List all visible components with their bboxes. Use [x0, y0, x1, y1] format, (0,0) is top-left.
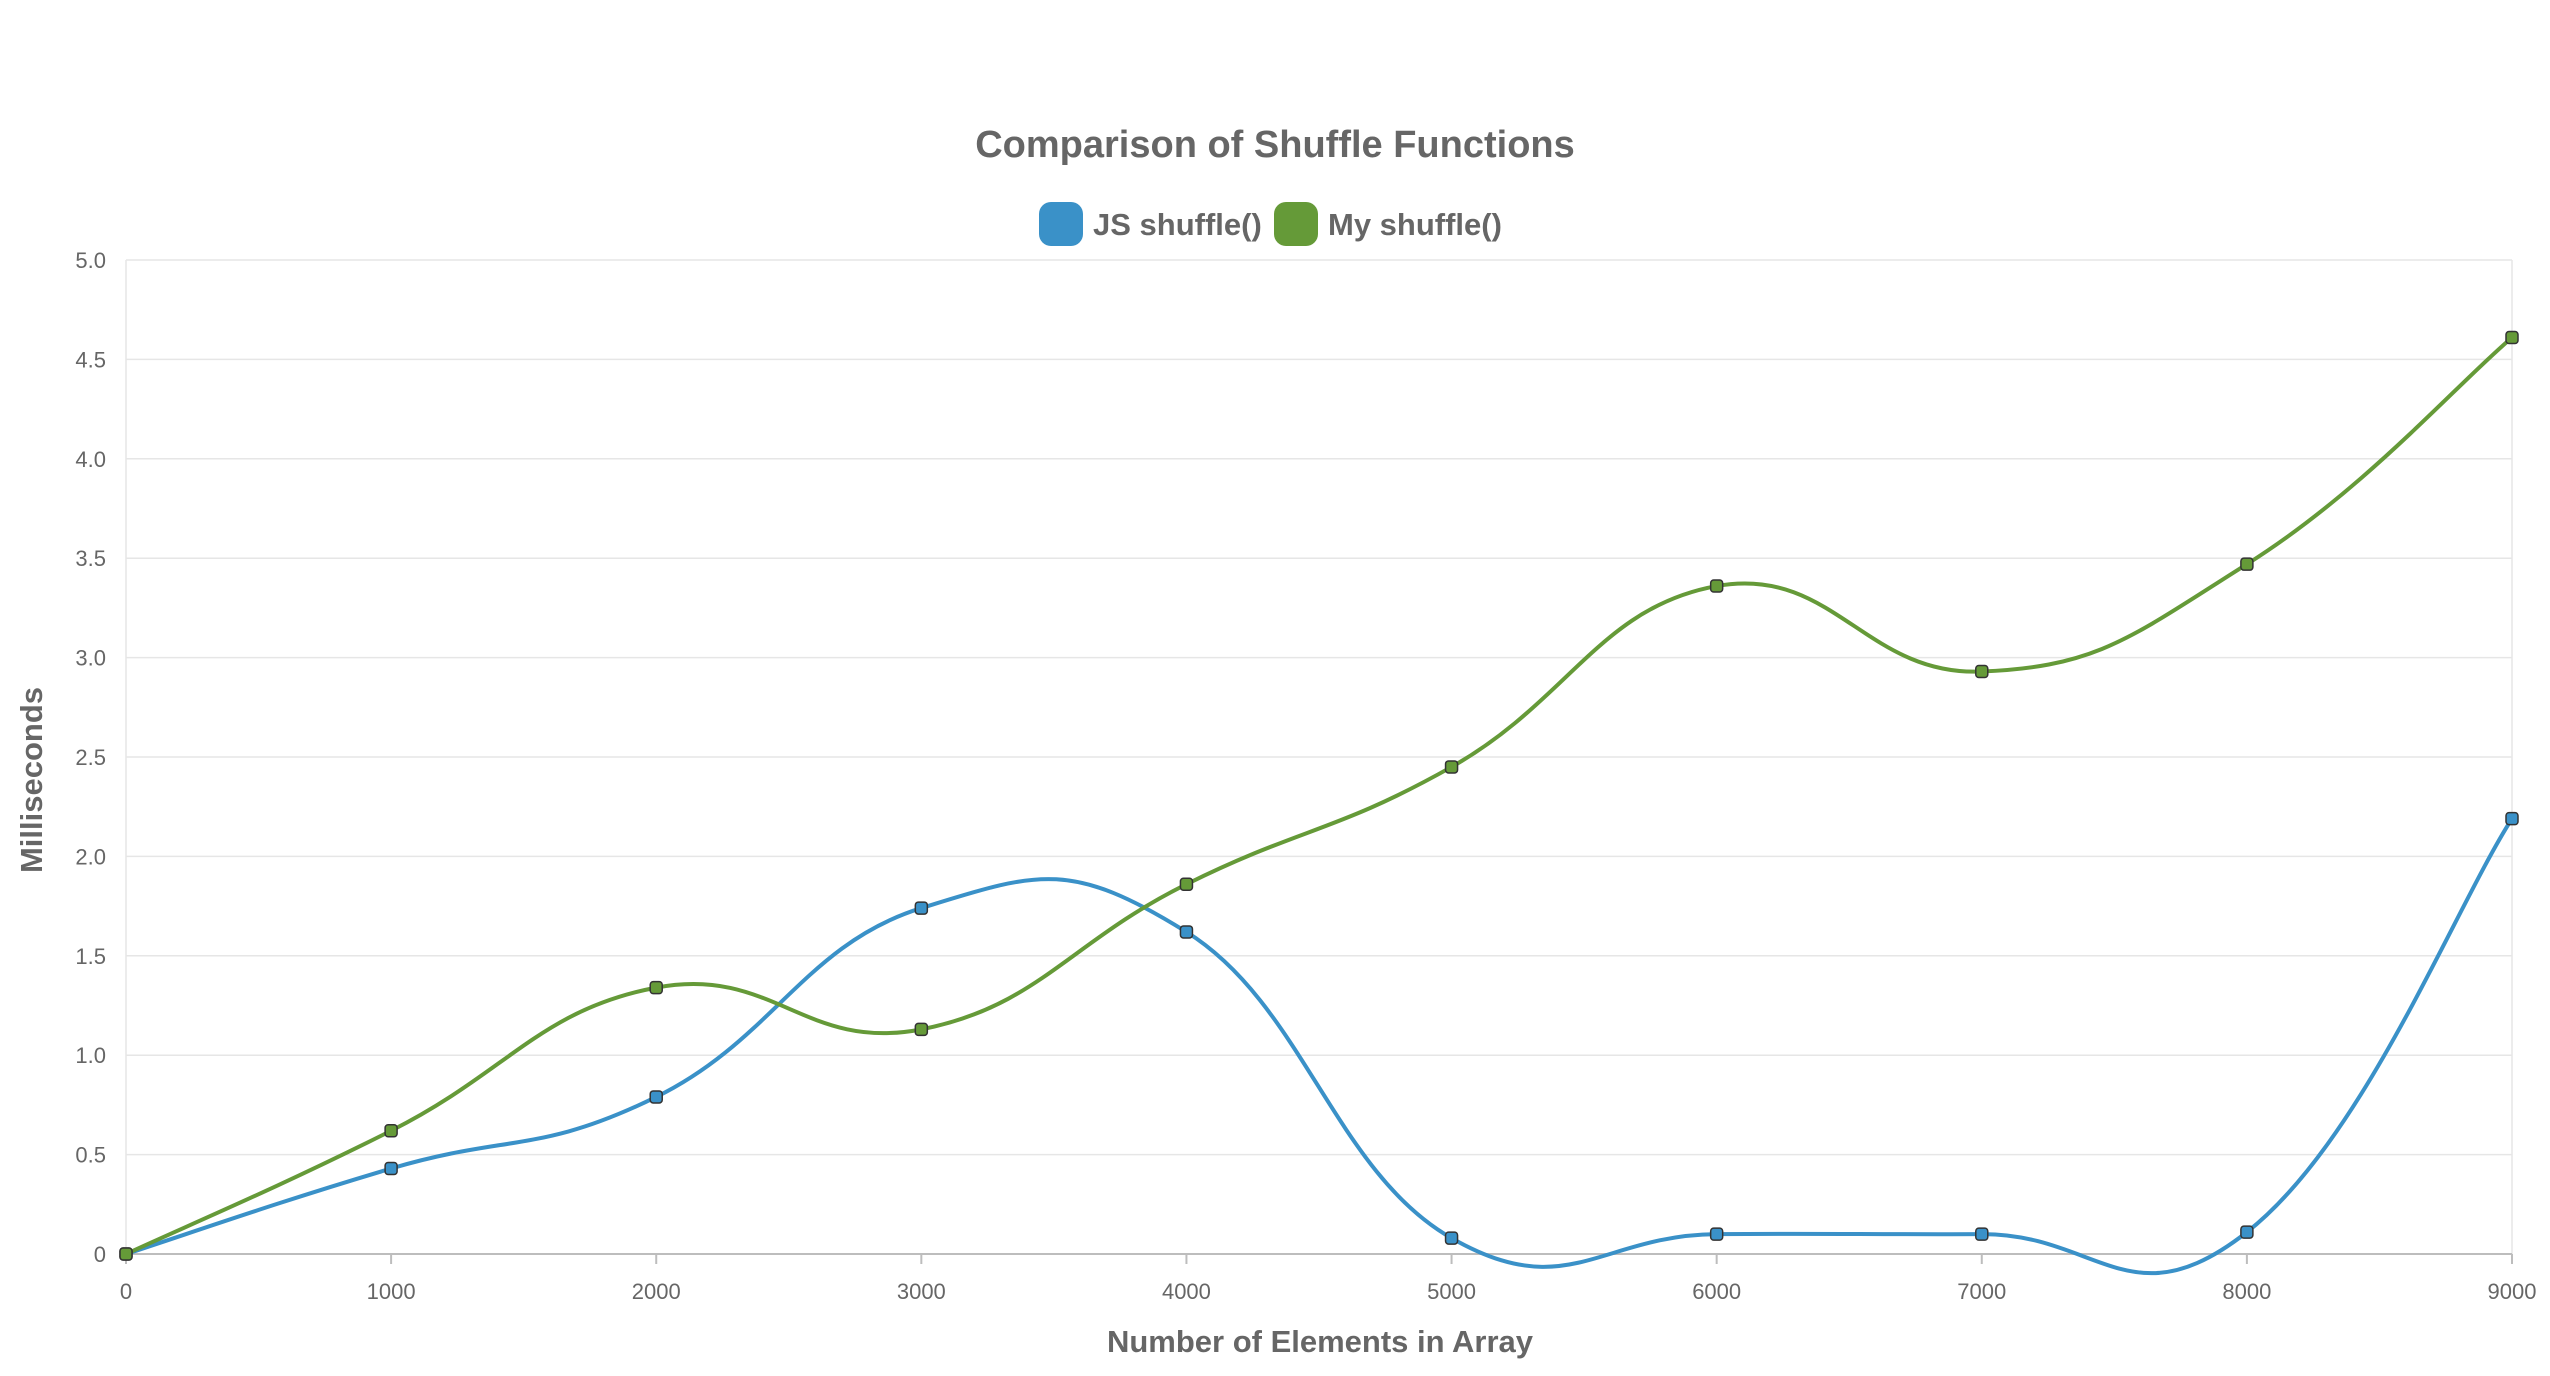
data-point-series-1[interactable]	[1709, 579, 1724, 593]
data-point-series-0[interactable]	[1444, 1231, 1459, 1245]
data-point-series-1[interactable]	[649, 980, 663, 995]
y-tick-label: 0	[94, 1242, 106, 1267]
x-tick-label: 2000	[632, 1279, 681, 1304]
data-point-series-0[interactable]	[1975, 1227, 1989, 1241]
x-tick-label: 6000	[1692, 1279, 1741, 1304]
x-tick-label: 4000	[1162, 1279, 1211, 1304]
legend: JS shuffle() My shuffle()	[1039, 202, 1502, 246]
gridlines	[125, 259, 2513, 1254]
series-lines	[125, 336, 2514, 1276]
y-tick-label: 0.5	[75, 1143, 106, 1168]
data-point-series-1[interactable]	[2240, 557, 2254, 571]
data-point-series-0[interactable]	[2240, 1225, 2254, 1239]
x-tick-label: 3000	[897, 1279, 946, 1304]
data-point-series-0[interactable]	[1179, 925, 1194, 939]
series-line-0	[125, 817, 2514, 1276]
y-axis-ticks: 0 0.5 1.0 1.5 2.0 2.5 3.0 3.5 4.0 4.5 5.0	[75, 248, 106, 1267]
y-tick-label: 2.5	[75, 745, 106, 770]
legend-item-js-shuffle[interactable]: JS shuffle()	[1039, 202, 1262, 246]
x-axis-title: Number of Elements in Array	[1107, 1324, 1534, 1359]
y-axis-title: Milliseconds	[14, 687, 49, 873]
y-tick-label: 4.0	[75, 447, 106, 472]
y-tick-label: 4.5	[75, 347, 106, 372]
data-point-series-1[interactable]	[1179, 877, 1194, 891]
data-point-series-1[interactable]	[1975, 664, 1989, 679]
data-point-series-0[interactable]	[384, 1161, 398, 1176]
x-tick-label: 1000	[367, 1279, 416, 1304]
legend-label-js-shuffle: JS shuffle()	[1093, 207, 1262, 242]
y-tick-label: 1.5	[75, 944, 106, 969]
y-tick-label: 3.0	[75, 646, 106, 671]
legend-swatch-my-shuffle	[1274, 202, 1318, 246]
y-tick-label: 1.0	[75, 1043, 106, 1068]
y-tick-label: 3.5	[75, 546, 106, 571]
data-point-series-0[interactable]	[1709, 1227, 1724, 1241]
x-axis-ticks: 0 1000 2000 3000 4000 5000 6000 7000 8000 9000	[120, 1254, 2537, 1304]
series-line-1	[125, 336, 2514, 1256]
data-point-series-1[interactable]	[119, 1247, 133, 1261]
x-tick-label: 7000	[1957, 1279, 2006, 1304]
x-tick-label: 0	[120, 1279, 132, 1304]
data-point-series-1[interactable]	[2505, 330, 2519, 345]
data-point-series-1[interactable]	[914, 1022, 929, 1037]
x-tick-label: 9000	[2488, 1279, 2537, 1304]
x-tick-label: 5000	[1427, 1279, 1476, 1304]
data-point-series-0[interactable]	[2505, 811, 2519, 826]
y-tick-label: 2.0	[75, 844, 106, 869]
legend-label-my-shuffle: My shuffle()	[1328, 207, 1502, 242]
chart-title: Comparison of Shuffle Functions	[975, 124, 1575, 166]
legend-item-my-shuffle[interactable]: My shuffle()	[1274, 202, 1502, 246]
legend-swatch-js-shuffle	[1039, 202, 1083, 246]
series-points	[119, 330, 2519, 1261]
data-point-series-1[interactable]	[384, 1123, 398, 1138]
data-point-series-0[interactable]	[649, 1090, 663, 1104]
x-tick-label: 8000	[2222, 1279, 2271, 1304]
data-point-series-0[interactable]	[914, 901, 929, 915]
data-point-series-1[interactable]	[1444, 760, 1459, 774]
y-tick-label: 5.0	[75, 248, 106, 273]
